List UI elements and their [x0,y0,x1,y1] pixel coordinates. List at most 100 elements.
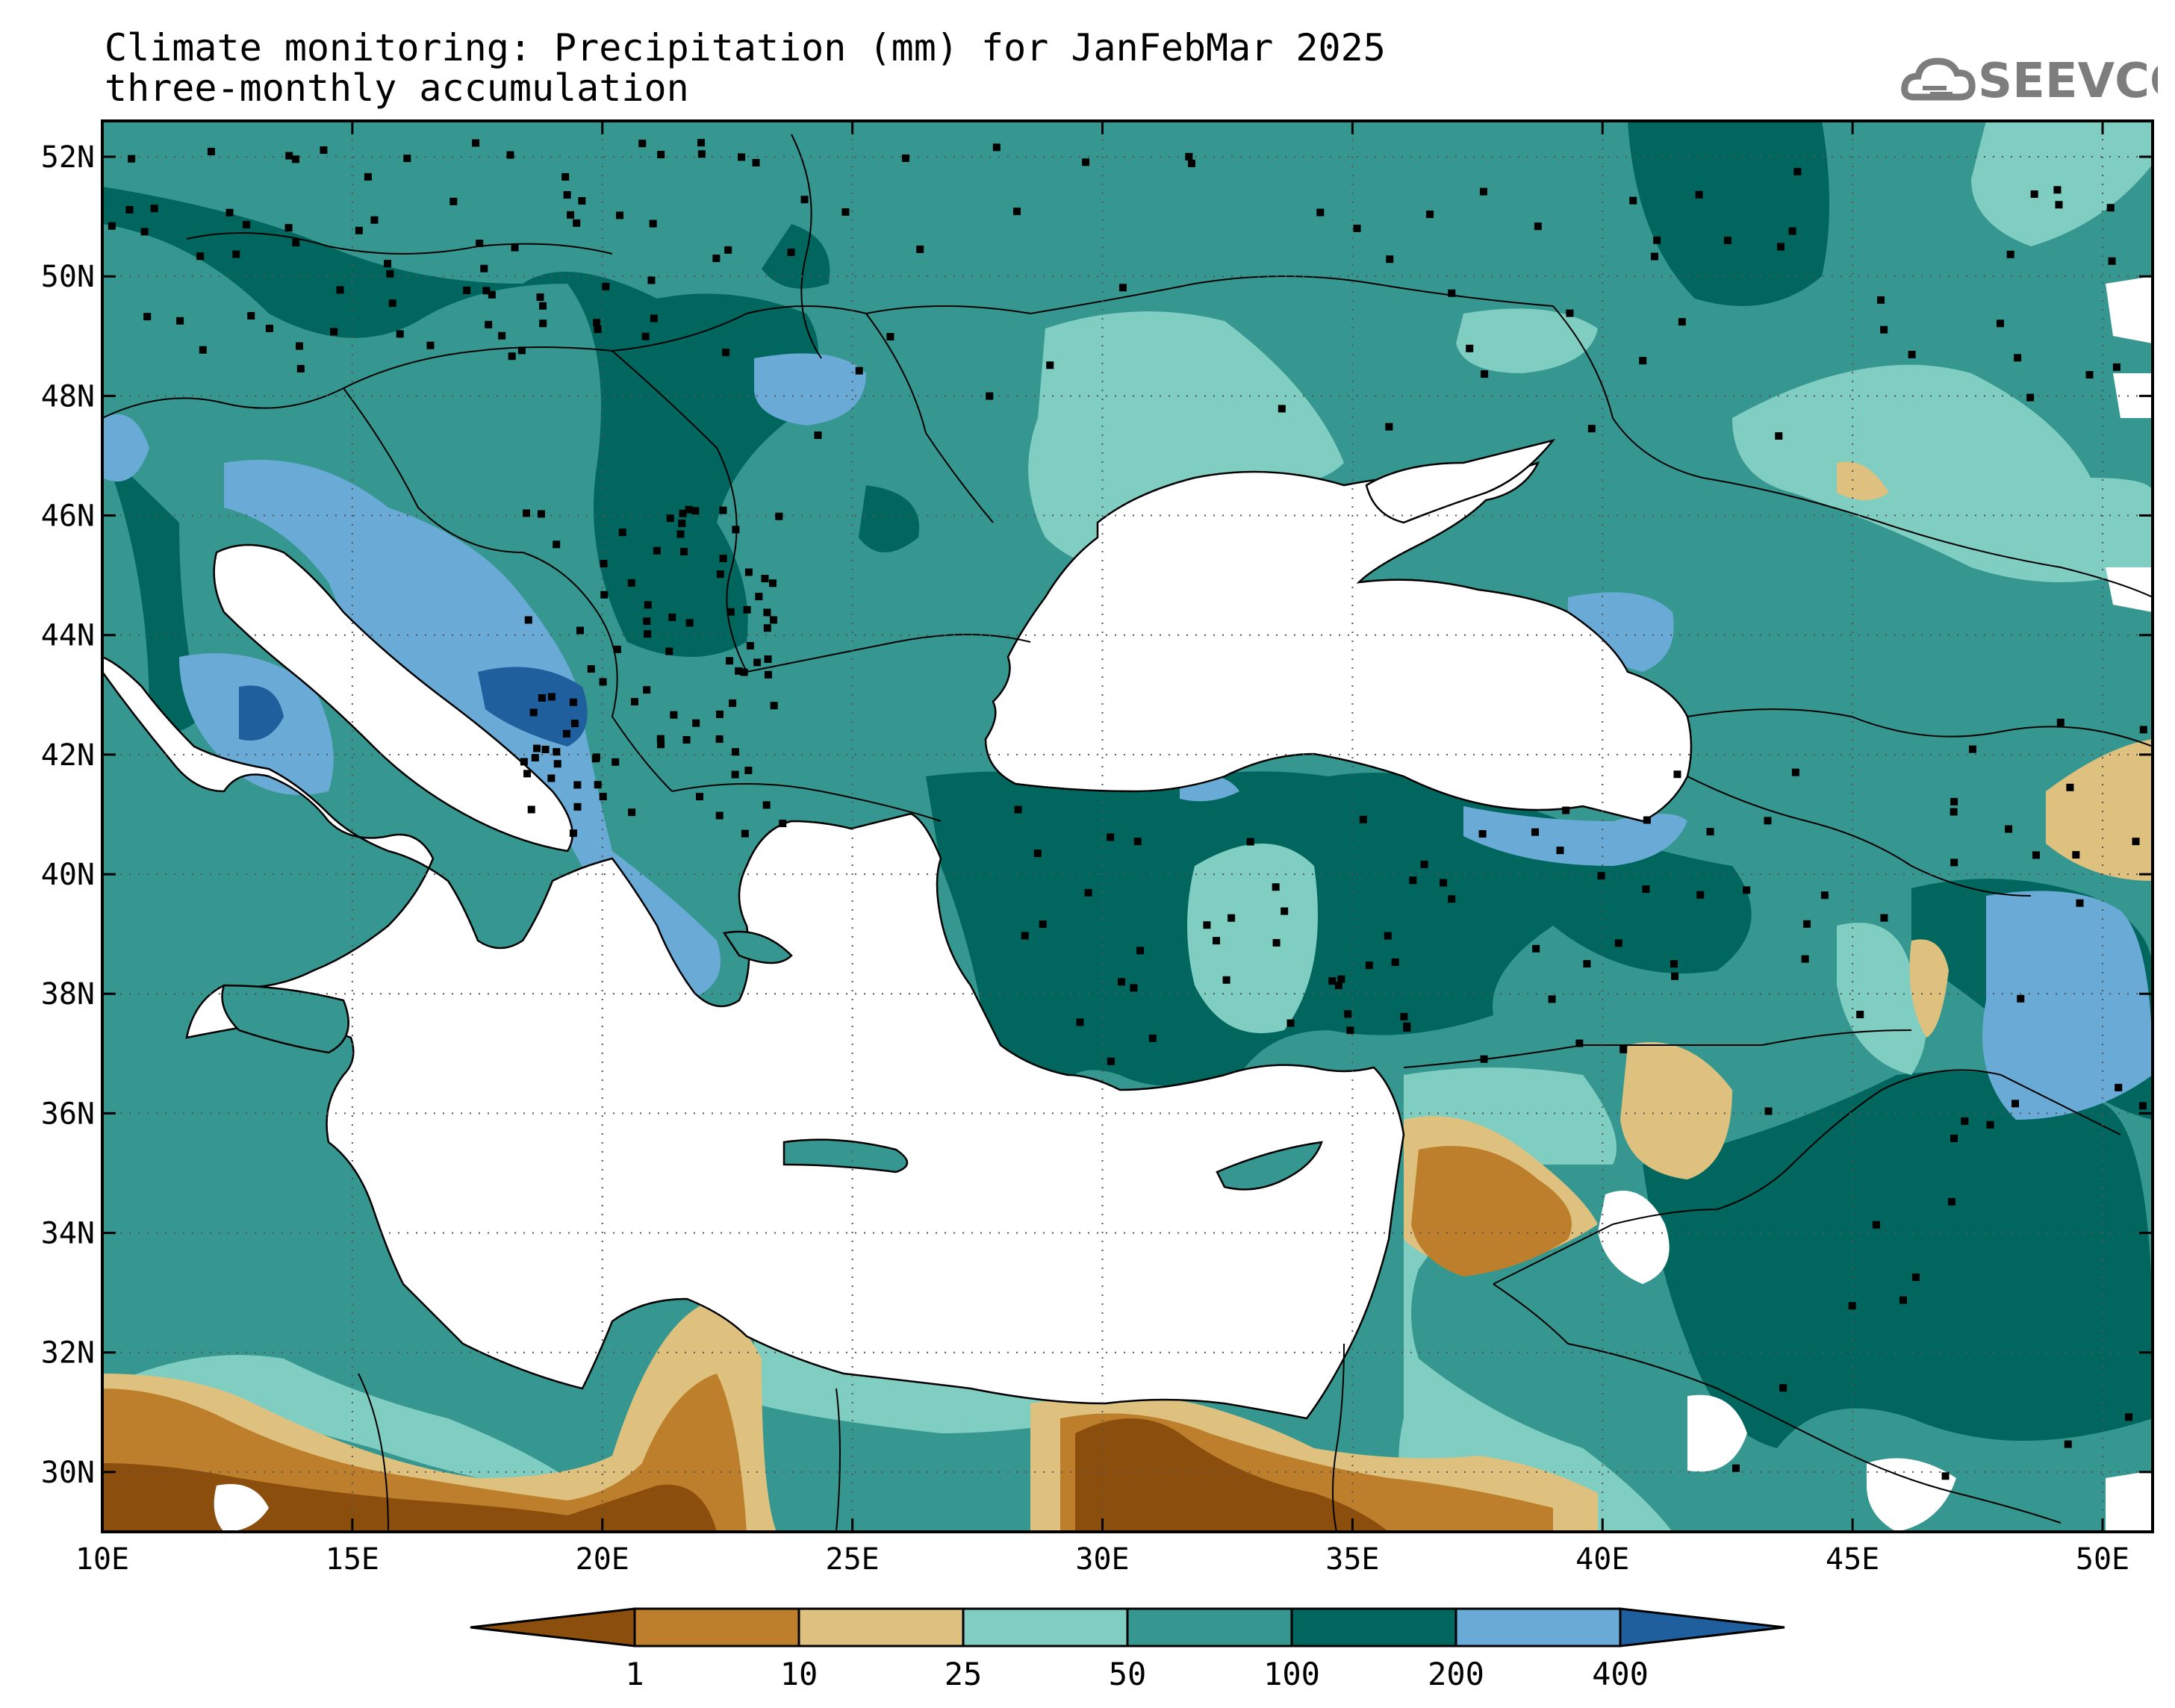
station-marker [1084,888,1092,897]
station-marker [2030,190,2038,199]
station-marker [715,735,724,744]
station-marker [768,579,777,587]
colorbar-swatch [1619,1607,1785,1648]
station-marker [740,668,748,676]
station-marker [1440,879,1448,887]
station-marker [527,805,535,814]
station-marker [370,216,379,224]
station-marker [480,264,488,272]
latitude-label: 38N [41,977,95,1012]
station-marker [1531,828,1540,836]
station-marker [531,754,539,762]
station-marker [1534,222,1542,231]
station-marker [656,735,665,743]
station-marker [524,616,532,624]
map-title: Climate monitoring: Precipitation (mm) f… [105,26,1386,69]
station-marker [1911,1273,1920,1281]
station-marker [1316,208,1325,216]
station-marker [292,239,300,247]
station-marker [1950,808,1958,816]
station-marker [1848,1302,1856,1310]
station-marker [752,158,760,166]
station-marker [482,287,491,295]
station-marker [2076,899,2084,907]
station-marker [657,741,665,749]
station-marker [1650,252,1658,261]
station-marker [296,364,305,373]
station-marker [199,346,207,354]
colorbar-label: 200 [1428,1656,1484,1692]
station-marker [547,774,556,782]
map-body [102,121,2153,1532]
station-marker [143,313,152,321]
station-marker [561,172,570,181]
precip-field-100-200 [102,121,2153,1448]
station-marker [612,758,620,766]
station-marker [1678,318,1686,326]
station-marker [1706,828,1714,836]
station-marker [285,152,293,160]
station-marker [1696,891,1705,899]
station-marker [1775,431,1783,440]
station-marker [712,255,721,263]
latitude-label: 52N [41,140,95,175]
station-marker [488,290,496,299]
station-marker [567,211,575,219]
station-marker [563,191,571,199]
station-marker [570,720,579,728]
sicily [221,984,349,1054]
station-marker [600,560,608,568]
station-marker [682,736,691,744]
station-marker [128,155,136,163]
station-marker [741,829,749,838]
station-marker [1856,1010,1864,1018]
station-marker [1764,817,1772,825]
station-marker [599,793,607,801]
station-marker [593,319,601,327]
station-marker [1639,357,1647,365]
station-marker [573,802,582,811]
station-marker [1575,1039,1584,1047]
station-marker [1948,1197,1956,1206]
station-marker [616,211,624,219]
station-marker [1899,1296,1907,1304]
colorbar-label: 100 [1263,1656,1320,1692]
station-marker [1643,816,1651,824]
station-marker [1466,344,1474,352]
station-marker [679,509,687,517]
station-marker [364,172,372,181]
longitude-label: 30E [1075,1542,1129,1577]
latitude-label: 46N [41,499,95,534]
station-marker [1185,152,1193,160]
station-marker [779,820,787,828]
station-marker [196,252,205,261]
station-marker [1997,320,2005,328]
station-marker [1400,1012,1408,1020]
station-marker [1222,976,1230,984]
station-marker [1082,158,1090,166]
colorbar: 1 10 25 50 100 200 400 [470,1607,1785,1692]
latitude-label: 40N [41,858,95,892]
station-marker [1117,978,1125,986]
station-marker [1642,885,1650,894]
station-marker [476,240,484,248]
station-marker [578,197,586,205]
station-marker [1481,370,1489,378]
station-marker [731,748,739,756]
station-marker [2115,1083,2123,1091]
station-marker [1187,159,1195,167]
station-marker [627,579,635,587]
station-marker [643,617,651,626]
station-marker [618,529,626,537]
station-marker [1673,770,1681,779]
station-marker [2072,851,2080,859]
station-marker [1420,860,1428,868]
station-marker [901,154,909,162]
station-marker [2108,257,2116,265]
station-marker [1227,914,1236,922]
station-marker [992,143,1001,152]
station-marker [1629,196,1637,205]
station-marker [726,657,734,665]
station-marker [485,320,493,328]
station-marker [600,590,609,599]
